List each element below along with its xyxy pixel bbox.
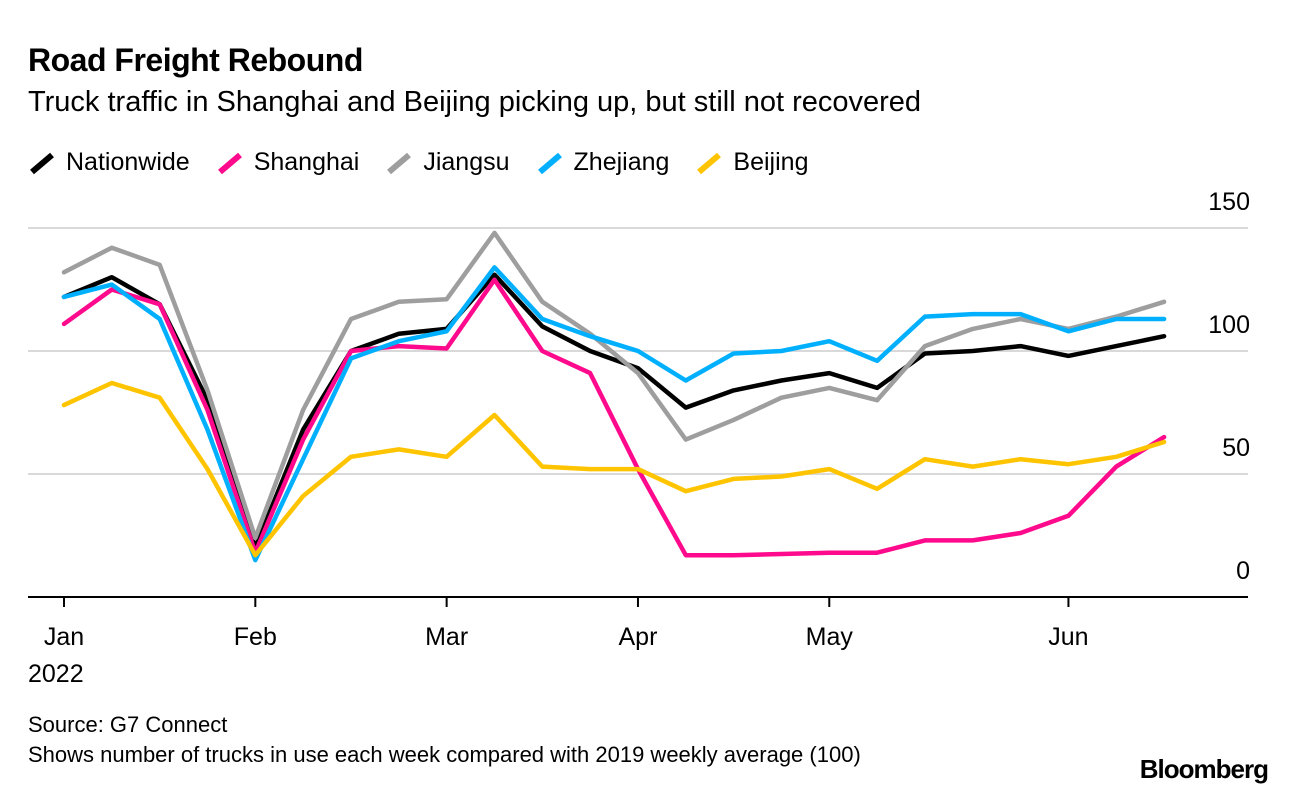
y-tick-label: 50: [1222, 434, 1250, 462]
x-tick-label: Jun: [1048, 623, 1088, 651]
x-tick-label: Apr: [619, 623, 658, 651]
legend-label: Nationwide: [66, 148, 190, 176]
bloomberg-logo: Bloomberg: [1139, 754, 1269, 784]
x-tick-label: Feb: [234, 623, 277, 651]
legend-item-beijing: Beijing: [695, 148, 808, 177]
legend-swatch-icon: [537, 152, 562, 174]
legend-label: Jiangsu: [423, 148, 510, 176]
y-tick-label: 150: [1208, 188, 1250, 216]
series-line-shanghai: [61, 277, 1167, 558]
chart-title: Road Freight Rebound: [28, 42, 363, 78]
legend-swatch-icon: [697, 152, 722, 174]
legend-item-nationwide: Nationwide: [28, 148, 190, 177]
series-line-zhejiang: [61, 265, 1167, 563]
source-note: Source: G7 Connect: [28, 712, 228, 737]
legend-item-zhejiang: Zhejiang: [536, 148, 670, 177]
series-line-jiangsu: [61, 230, 1167, 541]
legend-item-jiangsu: Jiangsu: [385, 148, 510, 177]
x-tick-label: Jan: [44, 623, 84, 651]
legend-label: Zhejiang: [573, 148, 670, 176]
legend-swatch-icon: [30, 152, 54, 174]
legend-swatch-icon: [387, 152, 412, 174]
y-tick-label: 0: [1236, 557, 1250, 585]
series-line-beijing: [61, 380, 1167, 558]
footnote: Shows number of trucks in use each week …: [28, 742, 861, 767]
legend-swatch-icon: [217, 152, 242, 174]
x-tick-label: Mar: [425, 623, 468, 651]
legend: Nationwide Shanghai Jiangsu Zhejiang Beijing: [28, 148, 808, 177]
legend-item-shanghai: Shanghai: [216, 148, 360, 177]
legend-label: Shanghai: [253, 148, 360, 176]
legend-label: Beijing: [733, 148, 809, 176]
chart-subtitle: Truck traffic in Shanghai and Beijing pi…: [28, 86, 922, 118]
y-tick-label: 100: [1208, 311, 1250, 339]
x-year-label: 2022: [28, 660, 84, 688]
x-tick-label: May: [806, 623, 854, 651]
